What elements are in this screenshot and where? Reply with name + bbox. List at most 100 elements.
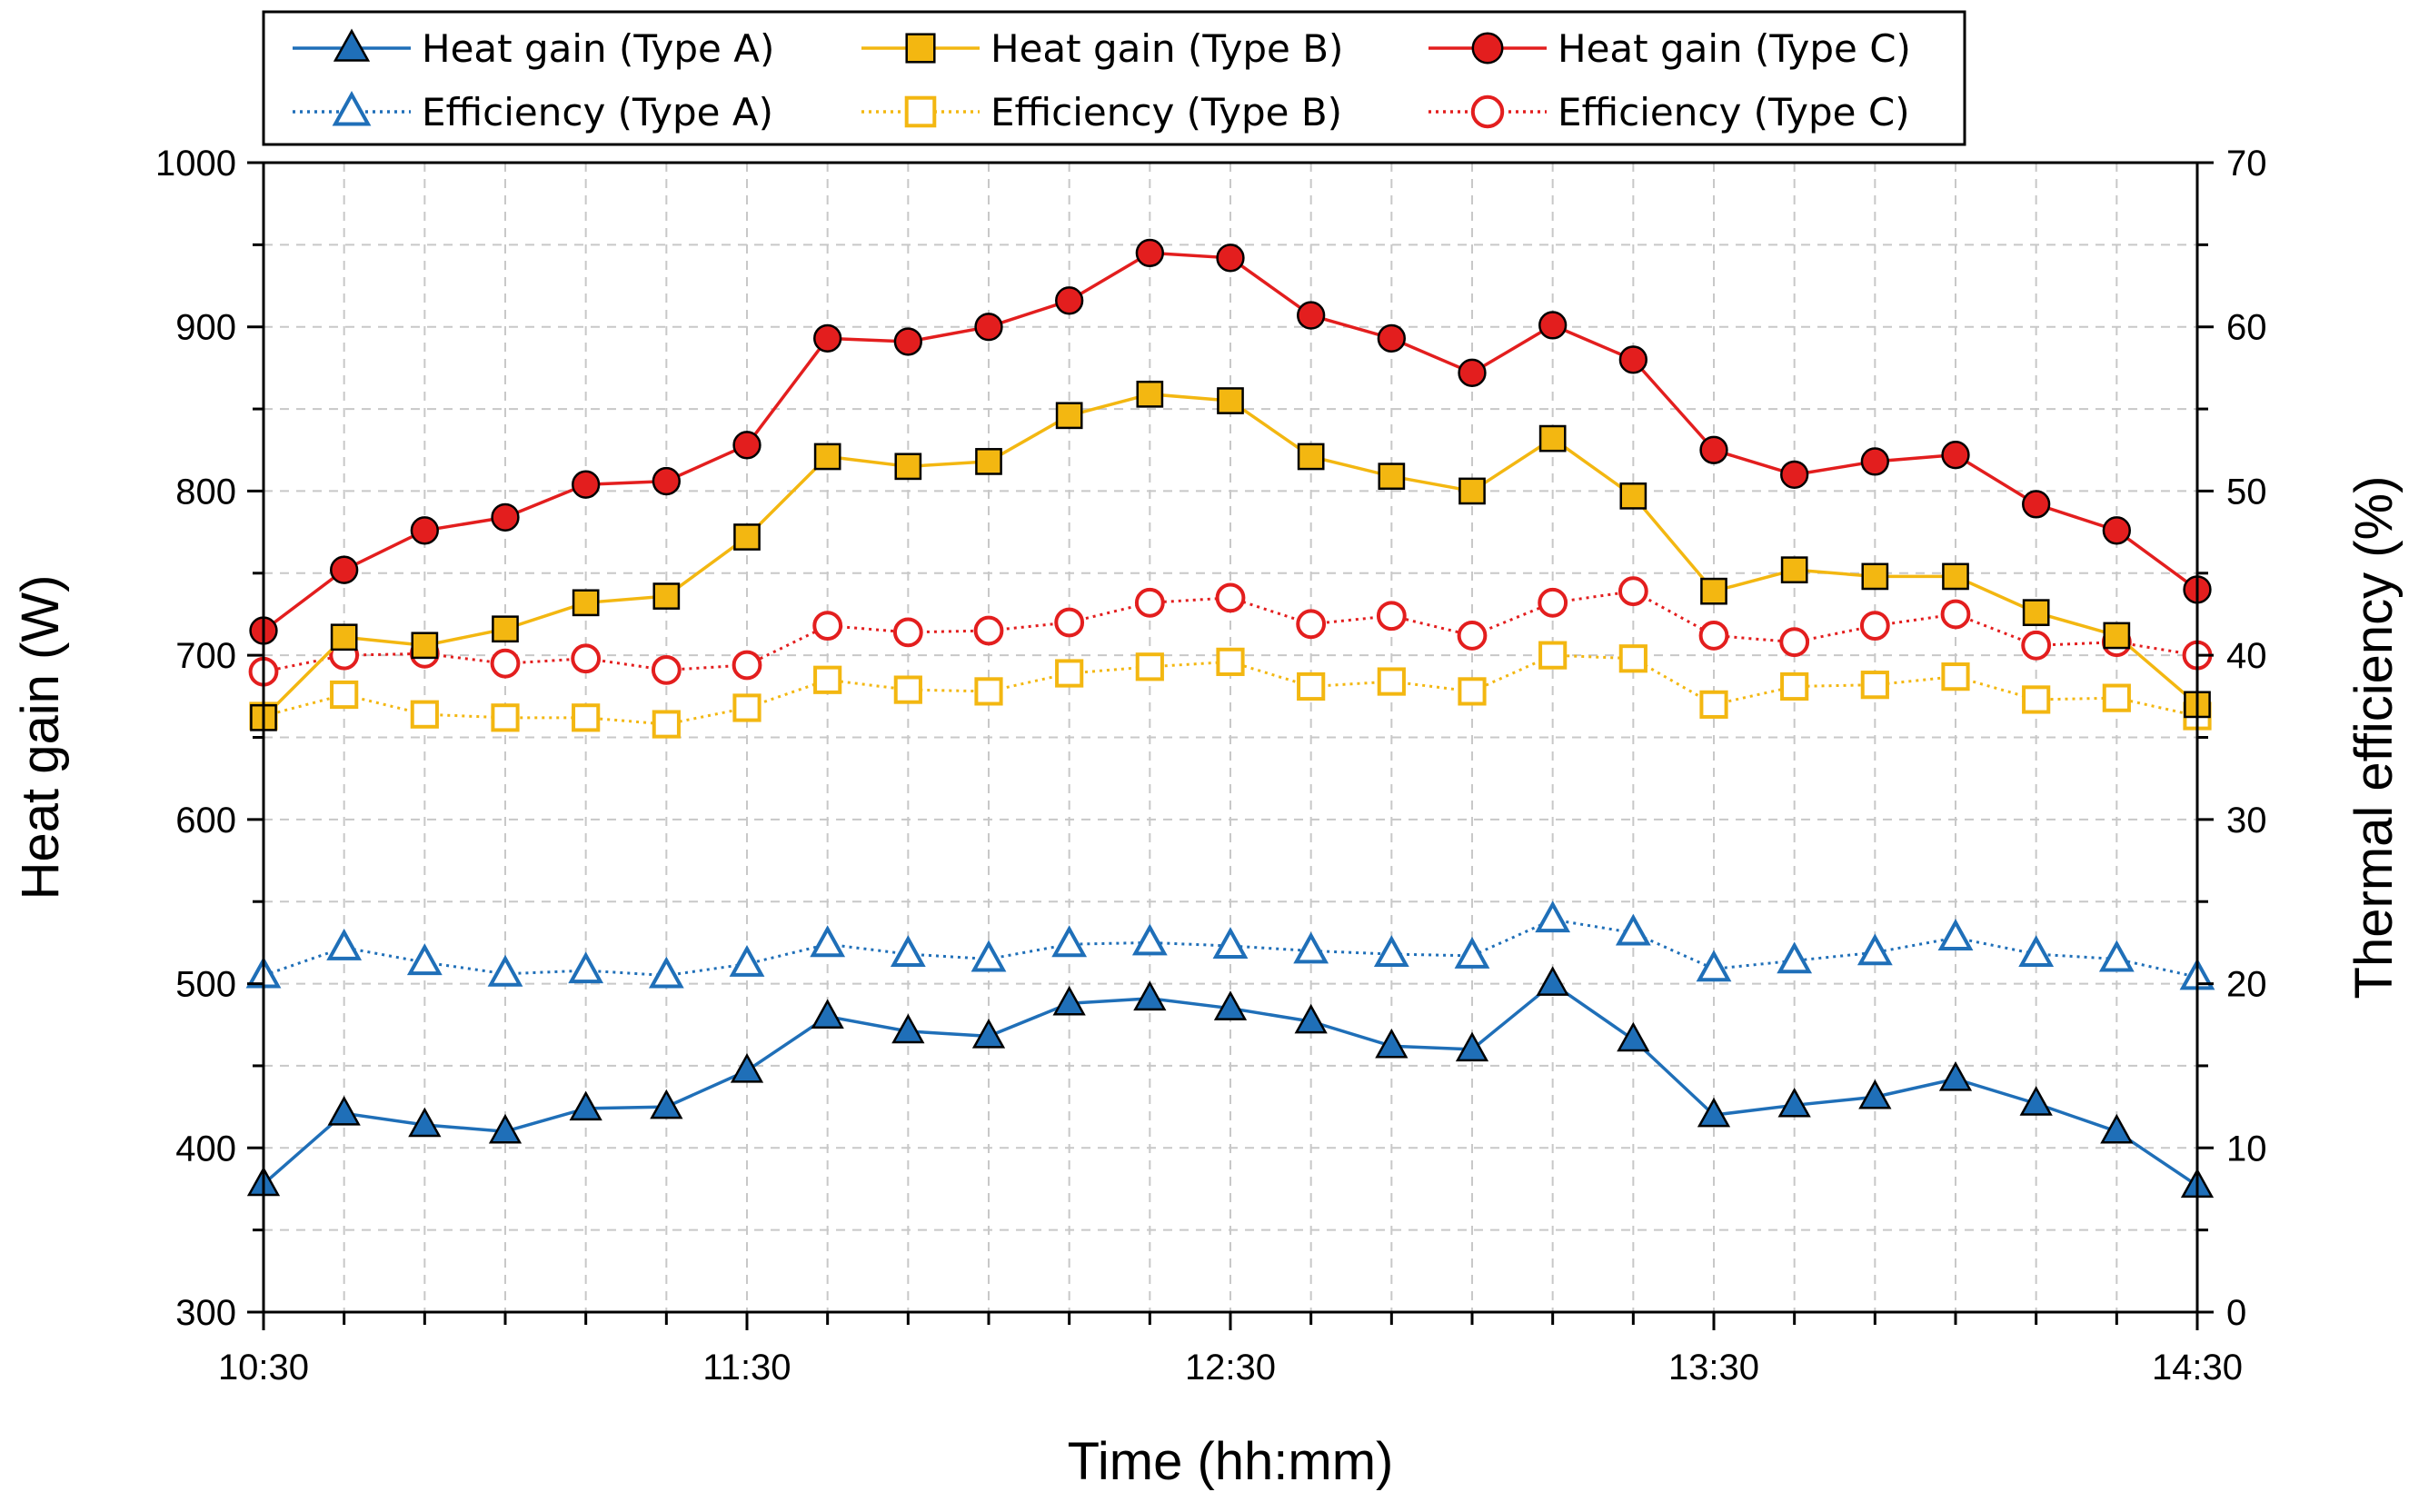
data-point xyxy=(326,928,363,960)
data-point xyxy=(1135,238,1164,268)
legend-marker xyxy=(332,90,372,126)
data-point xyxy=(1538,311,1568,340)
data-point xyxy=(1212,927,1249,960)
series-heat-gain-type-a xyxy=(246,966,2215,1199)
legend-item: Efficiency (Type A) xyxy=(293,90,773,134)
data-point xyxy=(892,617,923,648)
data-point xyxy=(1699,690,1728,719)
data-point xyxy=(1698,621,1729,651)
series-efficiency-type-a xyxy=(245,900,2215,990)
data-point xyxy=(1699,435,1728,464)
grid xyxy=(264,163,2197,1312)
data-point xyxy=(1858,1079,1892,1109)
data-point xyxy=(1377,323,1406,353)
data-point xyxy=(1940,599,1971,630)
data-point xyxy=(1618,576,1648,607)
legend-label: Efficiency (Type B) xyxy=(990,90,1342,134)
data-point xyxy=(812,611,843,642)
data-point xyxy=(813,443,841,471)
data-point xyxy=(652,582,681,610)
data-point xyxy=(1377,667,1406,696)
data-point xyxy=(569,1090,602,1121)
legend-item: Efficiency (Type C) xyxy=(1428,90,1910,134)
data-point xyxy=(1860,671,1889,700)
y-tick-label: 700 xyxy=(175,636,236,676)
data-point xyxy=(2021,630,2052,661)
x-axis-title: Time (hh:mm) xyxy=(1068,1432,1394,1491)
data-point xyxy=(1697,1097,1731,1128)
data-point xyxy=(406,943,443,976)
data-point xyxy=(733,523,761,551)
legend-label: Efficiency (Type A) xyxy=(422,90,773,134)
legend-marker xyxy=(1470,94,1505,129)
data-point xyxy=(410,516,439,545)
legend-item: Heat gain (Type B) xyxy=(861,26,1343,71)
x-tick-label: 10:30 xyxy=(218,1348,309,1388)
data-point xyxy=(1216,647,1245,676)
data-point xyxy=(1293,931,1329,964)
data-point xyxy=(491,502,520,532)
data-point xyxy=(2102,683,2131,712)
y-tick-label: 1000 xyxy=(155,144,236,184)
legend-label: Heat gain (Type B) xyxy=(990,26,1343,71)
data-point xyxy=(330,623,358,652)
y2-tick-label: 10 xyxy=(2226,1129,2267,1169)
data-point xyxy=(1378,463,1406,491)
y-tick-label: 800 xyxy=(175,472,236,512)
data-point xyxy=(1942,562,1969,591)
y2-tick-label: 60 xyxy=(2226,308,2267,348)
data-point xyxy=(2098,940,2135,972)
data-point xyxy=(1938,1061,1973,1091)
legend-marker xyxy=(904,95,937,128)
data-point xyxy=(1294,1003,1328,1034)
data-point xyxy=(1700,577,1727,605)
data-point xyxy=(1051,925,1088,958)
legend-item: Heat gain (Type C) xyxy=(1428,26,1911,71)
data-point xyxy=(1297,671,1326,701)
data-point xyxy=(1213,990,1248,1020)
data-point xyxy=(1859,611,1890,642)
data-point xyxy=(572,703,601,732)
data-point xyxy=(1458,358,1487,387)
data-point xyxy=(1860,447,1889,476)
data-point xyxy=(1296,609,1327,640)
data-point xyxy=(651,655,682,685)
x-tick-label: 14:30 xyxy=(2152,1348,2243,1388)
data-point xyxy=(1538,587,1568,618)
data-point xyxy=(1216,244,1245,273)
data-point xyxy=(490,648,521,679)
data-point xyxy=(1615,913,1651,946)
data-point xyxy=(729,944,765,977)
legend-item: Efficiency (Type B) xyxy=(861,90,1342,134)
data-point xyxy=(572,470,601,499)
data-point xyxy=(893,327,922,356)
data-point xyxy=(894,453,922,481)
y2-tick-label: 20 xyxy=(2226,965,2267,1005)
data-point xyxy=(1455,1031,1489,1062)
data-point xyxy=(650,1089,683,1119)
y2-tick-label: 0 xyxy=(2226,1293,2246,1333)
y-tick-label: 500 xyxy=(175,965,236,1005)
data-point xyxy=(2022,599,2050,627)
data-point xyxy=(974,313,1003,342)
axes: 300 400 500 600 700 800 900 1000 0 10 20 30 40 50 60 70… xyxy=(155,144,2266,1388)
plot-series xyxy=(245,238,2215,1199)
data-point xyxy=(1055,402,1083,430)
data-point xyxy=(410,700,439,729)
data-point xyxy=(974,677,1003,706)
data-point xyxy=(1780,671,1809,701)
data-point xyxy=(1538,641,1568,670)
data-point xyxy=(2103,622,2131,650)
legend-label: Heat gain (Type C) xyxy=(1558,26,1911,71)
data-point xyxy=(1780,460,1809,490)
y2-tick-label: 30 xyxy=(2226,801,2267,841)
data-point xyxy=(890,935,926,968)
data-point xyxy=(571,643,602,674)
y2-axis-title: Thermal efficiency (%) xyxy=(2344,476,2404,1000)
data-point xyxy=(732,650,762,681)
data-point xyxy=(813,665,842,694)
data-point xyxy=(1617,1021,1650,1052)
data-point xyxy=(1941,662,1970,691)
y2-tick-label: 70 xyxy=(2226,144,2267,184)
